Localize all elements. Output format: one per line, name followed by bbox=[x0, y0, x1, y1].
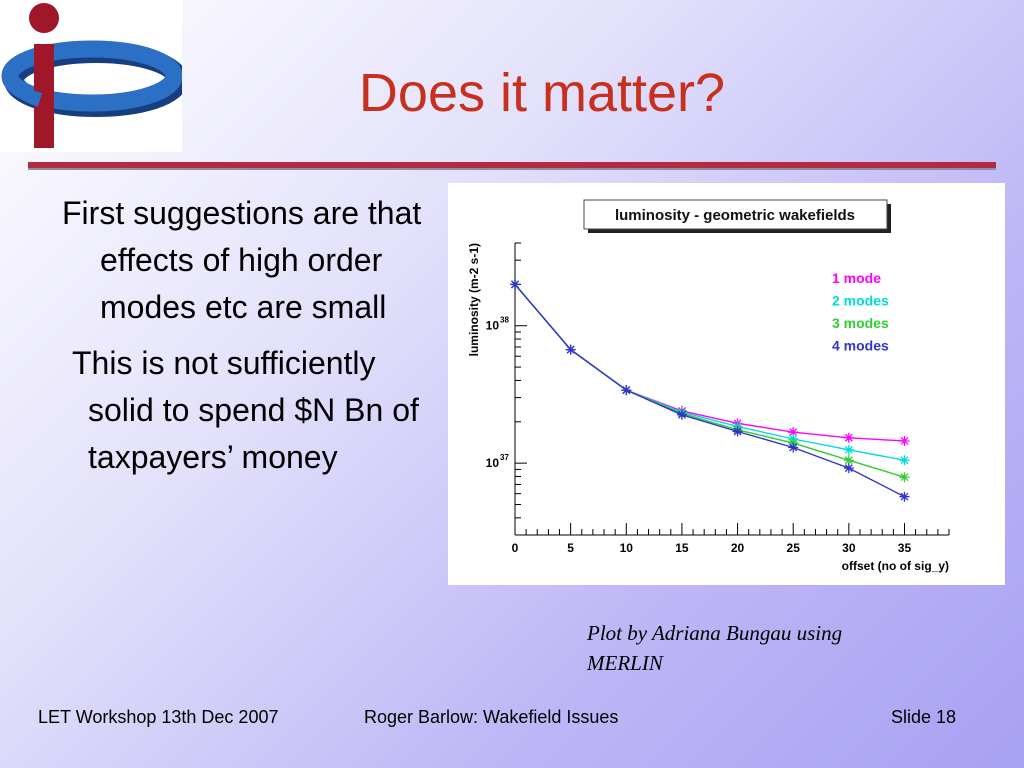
ip-logo-icon bbox=[1, 3, 188, 148]
x-tick-label: 10 bbox=[620, 541, 634, 555]
legend-entry: 2 modes bbox=[832, 293, 889, 309]
data-point-3-modes bbox=[899, 472, 910, 483]
series-line-4-modes bbox=[514, 283, 905, 498]
bullet-item: This is not sufficiently solid to spend … bbox=[72, 345, 419, 475]
logo bbox=[0, 0, 188, 152]
x-tick-label: 0 bbox=[512, 541, 519, 555]
data-point-4-modes bbox=[676, 409, 687, 420]
data-point-4-modes bbox=[788, 442, 799, 453]
data-point-4-modes bbox=[510, 279, 520, 290]
data-point-4-modes bbox=[732, 426, 743, 437]
data-point-3-modes bbox=[843, 455, 854, 466]
data-point-2-modes bbox=[899, 455, 910, 466]
footer-author: Roger Barlow: Wakefield Issues bbox=[364, 707, 619, 727]
y-tick-exponent: 37 bbox=[500, 453, 509, 462]
legend-entry: 3 modes bbox=[832, 315, 889, 331]
data-point-4-modes bbox=[899, 491, 910, 502]
legend-entry: 1 mode bbox=[832, 270, 881, 286]
slide-title: Does it matter? bbox=[358, 63, 726, 123]
data-point-2-modes bbox=[843, 444, 854, 455]
data-point-1-mode bbox=[788, 427, 799, 438]
chart-title: luminosity - geometric wakefields bbox=[615, 207, 855, 224]
y-tick-label: 10 bbox=[486, 319, 500, 333]
data-point-4-modes bbox=[621, 385, 632, 396]
y-tick-label: 10 bbox=[486, 456, 500, 470]
data-point-4-modes bbox=[565, 344, 576, 355]
chart-title-box bbox=[583, 199, 888, 230]
series-line-2-modes bbox=[514, 283, 905, 461]
data-point-1-mode bbox=[843, 432, 854, 443]
x-tick-label: 25 bbox=[787, 541, 801, 555]
bullet-item: First suggestions are that effects of hi… bbox=[62, 195, 422, 325]
x-tick-label: 5 bbox=[567, 541, 574, 555]
x-tick-label: 30 bbox=[842, 541, 856, 555]
x-tick-label: 15 bbox=[675, 541, 689, 555]
footer-slide-number: Slide 18 bbox=[891, 707, 957, 727]
x-axis-label: offset (no of sig_y) bbox=[842, 559, 949, 573]
series-line-3-modes bbox=[514, 283, 905, 478]
plot-credit: Plot by Adriana Bungau using MERLIN bbox=[587, 621, 843, 675]
title-divider bbox=[28, 162, 996, 168]
x-tick-label: 35 bbox=[898, 541, 912, 555]
x-tick-label: 20 bbox=[731, 541, 745, 555]
luminosity-chart: luminosity - geometric wakefields 0 5 10 15 2… bbox=[467, 199, 950, 573]
data-point-1-mode bbox=[899, 435, 910, 446]
data-point-4-modes bbox=[843, 463, 854, 474]
y-axis-label: luminosity (m-2 s-1) bbox=[467, 243, 481, 356]
footer-event: LET Workshop 13th Dec 2007 bbox=[38, 707, 279, 727]
y-tick-exponent: 38 bbox=[500, 316, 509, 325]
bullet-list: First suggestions are that effects of hi… bbox=[62, 190, 442, 490]
legend-entry: 4 modes bbox=[832, 338, 889, 354]
chart-panel: luminosity - geometric wakefields 0 5 10 15 2… bbox=[448, 183, 1005, 585]
title-divider-shadow bbox=[28, 168, 996, 170]
